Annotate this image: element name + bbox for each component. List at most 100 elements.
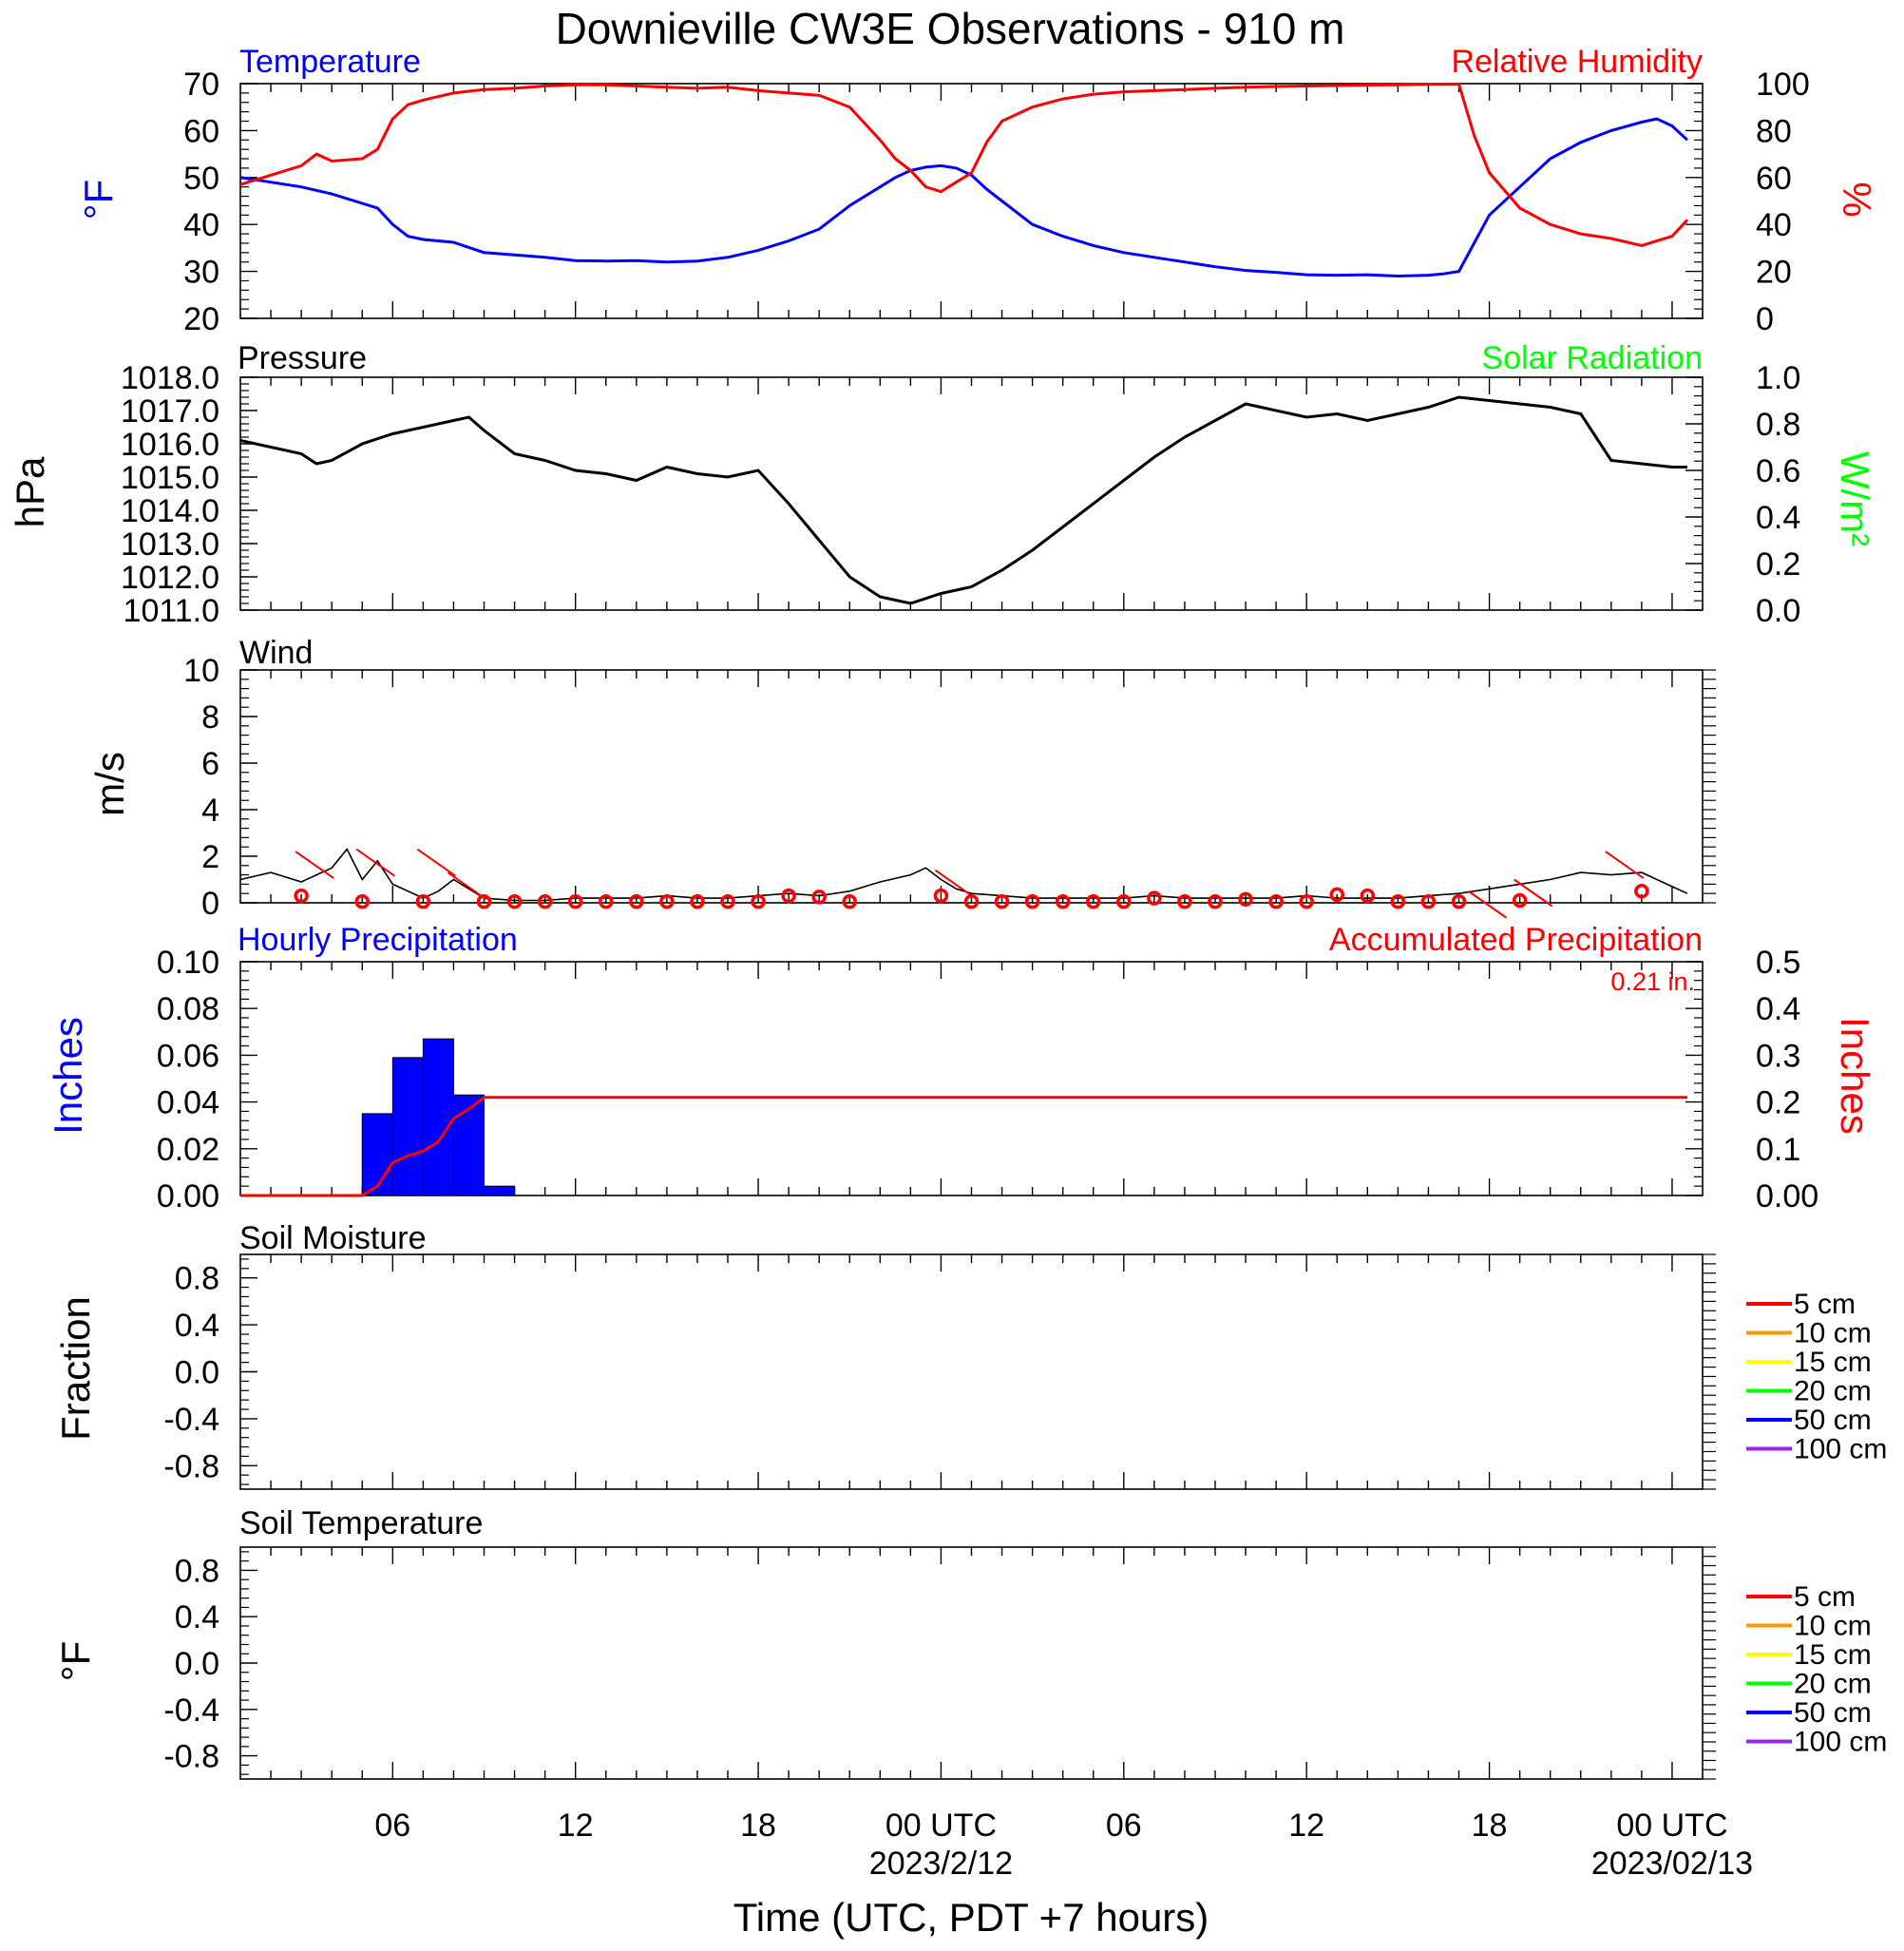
relative-humidity-line [239,82,1689,247]
wind-barb [1605,851,1645,879]
x-date-label: 2023/2/12 [869,1846,1013,1882]
y-tick-label: 0.04 [157,1085,219,1121]
temperature-humidity-panel: Temperature Relative Humidity °F % 20 30 4… [76,44,1879,337]
soil-moisture-title: Soil Moisture [239,1220,427,1256]
y-right-tick-label: 0.2 [1756,1085,1800,1121]
pressure-axis-label: hPa [8,456,52,527]
legend-label: 20 cm [1794,1376,1872,1407]
y-right-tick-label: 0.4 [1756,991,1800,1027]
soil-temperature-axis-label: °F [53,1641,98,1681]
wind-direction-marker [751,894,766,909]
y-tick-label: 40 [183,207,219,243]
wind-direction-marker [1268,894,1284,909]
plot-frame [239,1253,1704,1490]
wind-direction-marker [1024,894,1040,909]
hourly-precip-title: Hourly Precipitation [238,922,518,958]
x-tick-label: 00 UTC [885,1808,997,1844]
y-right-tick-label: 100 [1756,67,1810,103]
legend-label: 100 cm [1794,1434,1887,1465]
y-right-tick-label: 40 [1756,207,1792,243]
legend-label: 50 cm [1794,1697,1872,1729]
y-right-tick-label: 0.5 [1756,945,1800,981]
legend-label: 50 cm [1794,1405,1872,1436]
y-tick-label: 0.00 [157,1178,219,1215]
y-right-tick-label: 80 [1756,113,1792,149]
x-tick-label: 18 [1472,1808,1508,1844]
y-right-tick-label: 0.4 [1756,500,1800,536]
y-tick-label: 1018.0 [121,360,219,396]
wind-direction-marker [963,894,980,909]
y-right-tick-label: 0.1 [1756,1132,1800,1168]
x-tick-label: 12 [558,1808,594,1844]
y-tick-label: 0.08 [157,991,219,1027]
plot-frame [239,669,1704,904]
wind-barb [355,848,395,877]
wind-direction-marker [842,894,857,909]
y-tick-label: 60 [183,113,219,149]
wind-direction-marker [720,894,735,909]
x-tick-label: 06 [374,1808,410,1844]
y-tick-label: 20 [183,301,219,337]
y-tick-label: 2 [201,839,219,875]
solar-radiation-title: Solar Radiation [1482,340,1703,376]
wind-direction-marker [1055,894,1071,909]
y-right-tick-label: 0.8 [1756,407,1800,443]
solar-axis-label: W/m² [1833,451,1877,546]
y-tick-label: 10 [183,653,219,689]
y-tick-label: 0.8 [175,1261,219,1297]
temperature-line [239,117,1689,278]
wind-barb [1467,889,1508,919]
plot-frame [239,83,1704,319]
time-axis-label: Time (UTC, PDT +7 hours) [733,1895,1209,1940]
soil-temperature-panel: Soil Temperature °F -0.8 -0.4 0.0 0.4 0.8 5 c… [53,1505,1887,1780]
y-right-tick-label: 60 [1756,161,1792,197]
legend-label: 5 cm [1794,1581,1856,1613]
x-tick-label: 18 [740,1808,776,1844]
y-tick-label: 0.8 [175,1553,219,1589]
wind-direction-marker [1116,894,1132,909]
wind-direction-marker [1238,891,1253,908]
wind-title: Wind [239,635,313,671]
y-right-tick-label: 0 [1756,301,1774,337]
accumulated-precipitation-line [240,1096,1687,1197]
legend-label: 15 cm [1794,1347,1872,1378]
y-tick-label: 1012.0 [121,560,219,596]
y-tick-label: -0.8 [163,1739,219,1775]
wind-direction-marker [1177,894,1192,909]
y-tick-label: 6 [201,746,219,782]
y-right-tick-label: 0.00 [1756,1178,1818,1215]
wind-barb [447,871,487,900]
legend-label: 100 cm [1794,1727,1887,1758]
wind-direction-marker [1390,894,1406,909]
wind-direction-marker [599,894,614,909]
y-tick-label: 1013.0 [121,526,219,563]
wind-direction-marker [294,888,309,904]
y-right-tick-label: 20 [1756,255,1792,291]
wind-direction-marker [537,894,553,909]
precip-bar [452,1094,485,1196]
pressure-title: Pressure [238,340,367,376]
precip-bar [391,1057,424,1196]
y-tick-label: -0.8 [163,1448,219,1484]
wind-direction-marker [1086,894,1101,909]
wind-direction-marker [415,894,431,909]
legend-label: 10 cm [1794,1611,1872,1642]
wind-direction-marker [994,894,1010,909]
y-tick-label: 0.4 [175,1599,219,1635]
wind-direction-marker [476,894,492,909]
precip-bar [484,1185,516,1196]
wind-direction-marker [1208,894,1223,909]
y-tick-label: 50 [183,161,219,197]
hourly-precip-axis-label: Inches [46,1017,90,1135]
wind-direction-marker [506,894,523,909]
legend-label: 5 cm [1794,1289,1856,1320]
y-right-tick-label: 1.0 [1756,360,1800,396]
wind-panel: Wind m/s 0 2 4 6 8 10 [87,635,1716,922]
wind-direction-marker [1329,887,1344,903]
accum-precip-total: 0.21 in. [1610,967,1695,996]
wind-barb [295,851,334,879]
x-tick-label: 00 UTC [1616,1808,1727,1844]
wind-direction-marker [1634,884,1649,899]
y-tick-label: 0.0 [175,1355,219,1391]
soil-temperature-title: Soil Temperature [239,1505,483,1541]
